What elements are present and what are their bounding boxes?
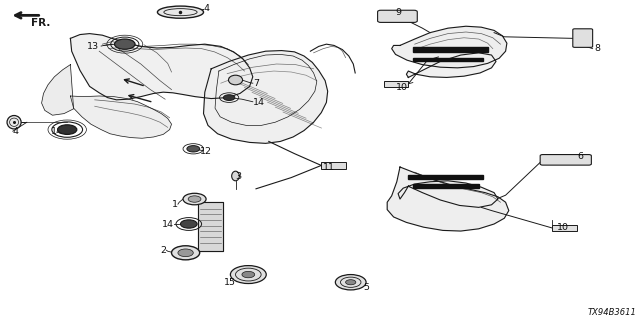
Ellipse shape [7,116,21,129]
Polygon shape [204,51,328,143]
Ellipse shape [157,6,204,18]
Circle shape [172,246,200,260]
Circle shape [335,275,366,290]
Polygon shape [198,202,223,251]
Text: 14: 14 [162,220,174,229]
Polygon shape [413,184,479,188]
Text: 14: 14 [51,127,63,136]
Text: FR.: FR. [31,18,50,28]
Bar [321,162,346,169]
Polygon shape [408,175,483,179]
Circle shape [230,266,266,284]
Text: 8: 8 [594,44,600,53]
Polygon shape [406,53,496,77]
Polygon shape [392,26,507,68]
Ellipse shape [232,171,239,181]
Circle shape [187,146,200,152]
Text: TX94B3611: TX94B3611 [588,308,637,317]
Circle shape [346,280,356,285]
Bar [552,225,577,231]
Text: 7: 7 [253,79,259,88]
Bar [384,81,408,87]
Polygon shape [70,96,172,138]
Text: 4: 4 [13,127,19,136]
Text: 2: 2 [161,246,166,255]
Text: 1: 1 [172,200,178,209]
Circle shape [223,95,235,100]
Text: 15: 15 [223,278,236,287]
Polygon shape [42,65,74,115]
Polygon shape [387,167,509,231]
Text: 5: 5 [364,284,369,292]
Circle shape [115,39,135,49]
Text: 9: 9 [396,8,401,17]
Text: 10: 10 [557,223,569,232]
Circle shape [188,196,201,202]
Text: 6: 6 [577,152,583,161]
Text: 10: 10 [396,83,408,92]
FancyBboxPatch shape [378,10,417,22]
Text: 12: 12 [200,147,212,156]
Circle shape [242,271,255,278]
Polygon shape [70,34,253,100]
Polygon shape [413,58,483,61]
Ellipse shape [228,75,243,85]
Circle shape [183,193,206,205]
Text: 4: 4 [204,4,209,12]
Text: 13: 13 [87,42,99,51]
Text: 14: 14 [253,98,265,107]
Circle shape [180,220,197,228]
Polygon shape [413,47,488,52]
Text: 3: 3 [236,172,242,181]
FancyBboxPatch shape [540,155,591,165]
Polygon shape [398,181,498,207]
Text: 11: 11 [323,163,335,172]
FancyBboxPatch shape [573,29,593,47]
Circle shape [178,249,193,257]
Circle shape [58,125,77,134]
